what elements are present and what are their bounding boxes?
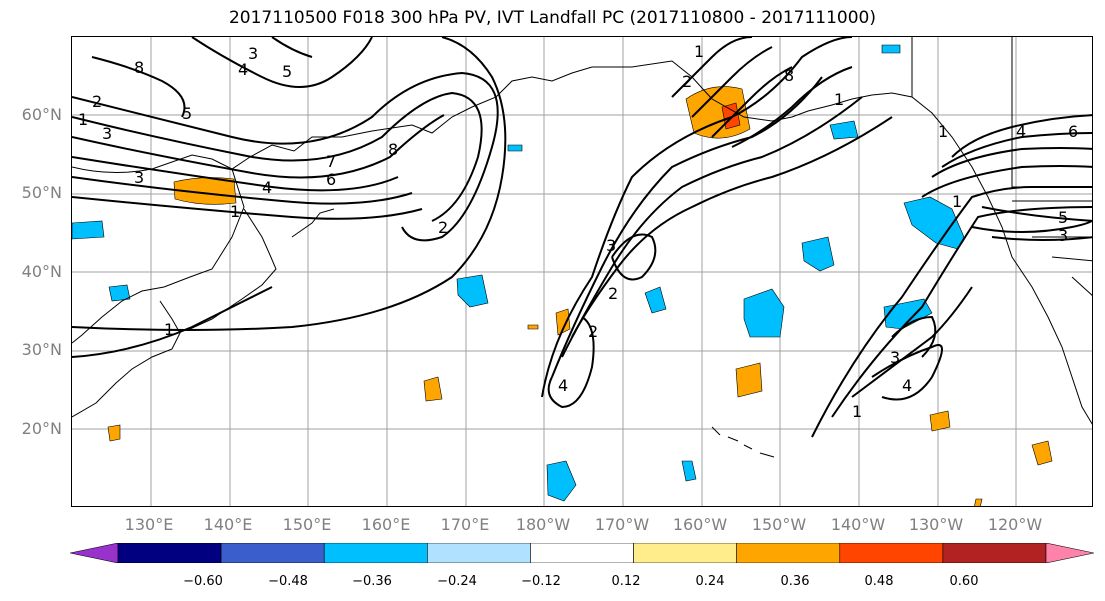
contour-label: 2 [682, 72, 692, 91]
contour-label: 5 [282, 62, 292, 81]
contour-label: 4 [902, 376, 912, 395]
ivt-pc-contours [72, 37, 1092, 438]
contour-label: 2 [92, 92, 102, 111]
contour-label: 1 [78, 110, 88, 129]
contour-label: 4 [238, 60, 248, 79]
colorbar-segment [736, 543, 841, 563]
contour-label: 2 [608, 284, 618, 303]
pv-anomaly-shading [72, 44, 1053, 506]
lon-label-150e: 150°E [282, 515, 332, 534]
lon-label-160w: 160°W [672, 515, 728, 534]
lon-label-130w: 130°W [908, 515, 964, 534]
colorbar-tick-label: −0.12 [521, 574, 561, 589]
contour-label: 6 [1068, 122, 1078, 141]
contour-label: 1 [938, 122, 948, 141]
colorbar-extend-high [1045, 543, 1094, 563]
contour-label: 1 [952, 192, 962, 211]
map-title: 2017110500 F018 300 hPa PV, IVT Landfall… [228, 8, 876, 28]
colorbar-tick-label: 0.60 [949, 574, 979, 589]
colorbar-tick-label: 0.24 [695, 574, 725, 589]
contour-label: 5 [182, 104, 192, 123]
colorbar-segment [839, 543, 944, 563]
contour-label: 5 [1058, 208, 1068, 227]
colorbar-segment [323, 543, 428, 563]
lon-label-180w: 180°W [515, 515, 571, 534]
contour-label: 1 [694, 42, 704, 61]
colorbar [70, 543, 1094, 563]
contour-label: 1 [230, 202, 240, 221]
contour-label: 2 [438, 218, 448, 237]
contour-label: 3 [1058, 226, 1068, 245]
contour-label: 7 [326, 152, 336, 171]
lat-label-30n: 30°N [21, 340, 62, 359]
contour-label: 6 [326, 170, 336, 189]
lon-label-150w: 150°W [751, 515, 807, 534]
colorbar-tick-label: −0.60 [183, 574, 223, 589]
lon-label-140w: 140°W [830, 515, 886, 534]
colorbar-segment [427, 543, 531, 563]
lon-label-140e: 140°E [203, 515, 253, 534]
map-panel[interactable]: 8 3 4 5 1 2 5 3 3 1 4 6 7 8 2 3 2 1 4 2 … [71, 36, 1093, 507]
lat-label-20n: 20°N [21, 419, 62, 438]
lon-label-160e: 160°E [361, 515, 411, 534]
colorbar-tick-label: 0.12 [611, 574, 641, 589]
contour-label: 8 [388, 140, 398, 159]
lon-label-120w: 120°W [987, 515, 1043, 534]
lon-label-170e: 170°E [440, 515, 490, 534]
contour-label: 4 [1016, 122, 1026, 141]
contour-labels: 8 3 4 5 1 2 5 3 3 1 4 6 7 8 2 3 2 1 4 2 … [78, 42, 1078, 421]
contour-label: 3 [890, 348, 900, 367]
contour-label: 3 [102, 124, 112, 143]
contour-label: 1 [834, 90, 844, 109]
map-canvas: 8 3 4 5 1 2 5 3 3 1 4 6 7 8 2 3 2 1 4 2 … [72, 37, 1092, 506]
colorbar-tick-label: −0.36 [352, 574, 392, 589]
contour-label: 1 [164, 320, 174, 339]
contour-label: 8 [784, 66, 794, 85]
contour-label: 8 [134, 58, 144, 77]
lon-label-130e: 130°E [124, 515, 174, 534]
lat-label-50n: 50°N [21, 183, 62, 202]
contour-label: 4 [262, 178, 272, 197]
colorbar-segment [530, 543, 634, 563]
contour-label: 2 [588, 322, 598, 341]
lon-label-170w: 170°W [594, 515, 650, 534]
contour-label: 3 [606, 236, 616, 255]
colorbar-segment [117, 543, 222, 563]
colorbar-tick-label: −0.24 [437, 574, 477, 589]
colorbar-segment [942, 543, 1047, 563]
colorbar-tick-label: −0.48 [268, 574, 308, 589]
colorbar-tick-label: 0.36 [780, 574, 810, 589]
colorbar-tick-label: 0.48 [864, 574, 894, 589]
lat-label-60n: 60°N [21, 105, 62, 124]
contour-label: 3 [248, 44, 258, 63]
contour-label: 4 [558, 376, 568, 395]
contour-label: 3 [134, 168, 144, 187]
gridlines [72, 37, 1092, 506]
colorbar-segment [633, 543, 737, 563]
colorbar-extend-low [70, 543, 119, 563]
contour-label: 1 [852, 402, 862, 421]
colorbar-segment [220, 543, 325, 563]
lat-label-40n: 40°N [21, 262, 62, 281]
